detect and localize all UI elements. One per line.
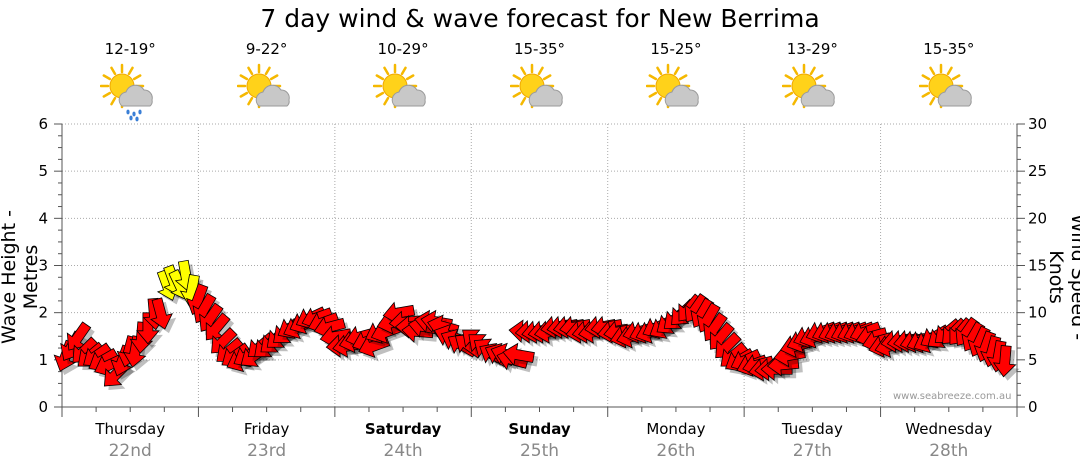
left-tick-label: 1	[38, 351, 48, 369]
day-name-label: Sunday	[508, 420, 571, 438]
left-tick-label: 3	[38, 257, 48, 275]
sun-cloud-icon	[509, 63, 563, 109]
left-axis-label: Wave Height - Metres	[0, 210, 42, 344]
day-date-label: 23rd	[247, 441, 287, 461]
right-tick-label: 10	[1028, 304, 1047, 322]
wind-arrows	[53, 259, 1020, 391]
right-tick-label: 15	[1028, 257, 1047, 275]
day-weather-thursday: 12-19°	[62, 40, 198, 122]
day-date-label: 24th	[383, 441, 423, 461]
right-tick-label: 0	[1028, 398, 1038, 416]
wind-arrow	[502, 342, 535, 367]
temp-range: 10-29°	[377, 40, 429, 58]
wind-arrow	[992, 345, 1017, 378]
temp-range: 15-35°	[513, 40, 566, 58]
sun-cloud-icon	[236, 63, 290, 109]
day-name-label: Tuesday	[781, 420, 843, 438]
day-date-label: 28th	[929, 441, 969, 461]
day-date-label: 27th	[792, 441, 832, 461]
left-tick-label: 0	[38, 398, 48, 416]
temp-range: 15-35°	[923, 40, 975, 58]
left-tick-label: 2	[38, 304, 48, 322]
sun-cloud-icon	[645, 63, 699, 109]
right-axis-label: Wind Speed - Knots	[1045, 213, 1080, 340]
wind-arrow	[150, 297, 173, 330]
day-weather-sunday: 15-35°	[472, 40, 608, 122]
temp-range: 12-19°	[104, 40, 156, 58]
right-tick-label: 5	[1028, 351, 1038, 369]
sun-cloud-icon	[782, 63, 836, 109]
temp-range: 13-29°	[786, 40, 838, 58]
sun-cloud-icon	[918, 63, 972, 109]
credit-text: www.seabreeze.com.au	[893, 391, 1012, 402]
day-name-label: Wednesday	[905, 420, 993, 438]
day-name-label: Saturday	[364, 420, 442, 438]
temp-range: 9-22°	[245, 40, 288, 58]
day-weather-saturday: 10-29°	[335, 40, 471, 122]
left-tick-label: 6	[38, 115, 48, 133]
day-weather-tuesday: 13-29°	[744, 40, 880, 122]
left-tick-label: 4	[38, 209, 48, 227]
day-name-label: Monday	[646, 420, 706, 438]
day-date-label: 22nd	[108, 441, 152, 461]
day-date-label: 25th	[519, 441, 560, 461]
right-tick-label: 20	[1028, 209, 1047, 227]
sun-cloud-rain-icon	[100, 63, 153, 122]
day-date-label: 26th	[656, 441, 696, 461]
right-tick-label: 25	[1028, 162, 1047, 180]
sun-cloud-icon	[373, 63, 426, 109]
left-tick-label: 5	[38, 162, 48, 180]
day-name-label: Thursday	[95, 420, 166, 438]
chart-title: 7 day wind & wave forecast for New Berri…	[260, 4, 820, 33]
day-name-label: Friday	[243, 420, 290, 438]
temp-range: 15-25°	[650, 40, 702, 58]
right-tick-label: 30	[1028, 115, 1047, 133]
wind-arrow	[136, 312, 160, 345]
day-weather-wednesday: 15-35°	[881, 40, 1017, 122]
day-weather-monday: 15-25°	[608, 40, 744, 122]
day-weather-friday: 9-22°	[199, 40, 335, 122]
